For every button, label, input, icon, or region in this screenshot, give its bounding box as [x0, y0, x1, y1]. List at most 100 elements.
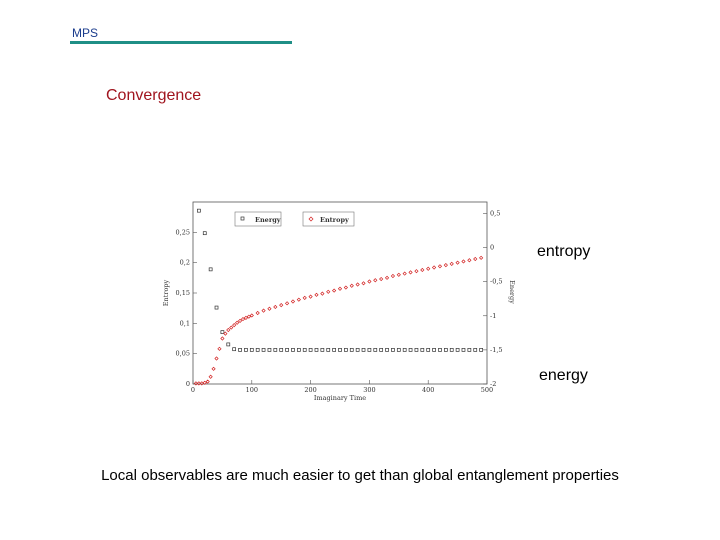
entropy-point: [302, 295, 307, 300]
energy-point: [226, 342, 231, 347]
entropy-point: [361, 281, 366, 286]
entropy-point: [284, 301, 290, 306]
energy-point: [432, 348, 436, 352]
entropy-point: [202, 380, 207, 385]
energy-point: [261, 348, 266, 352]
energy-point: [208, 267, 213, 272]
entropy-point: [390, 273, 396, 279]
energy-point: [197, 208, 201, 213]
entropy-point: [237, 318, 243, 324]
entropy-point: [199, 381, 204, 386]
entropy-point: [217, 346, 222, 351]
y2-axis-title: Energy: [508, 280, 516, 304]
energy-point: [285, 348, 289, 352]
entropy-point: [290, 299, 296, 304]
entropy-point: [373, 278, 378, 283]
energy-point: [202, 231, 207, 236]
y-tick-label: 0,05: [176, 350, 190, 358]
entropy-point: [235, 320, 240, 325]
energy-point: [232, 347, 237, 352]
energy-point: [408, 348, 413, 352]
energy-point: [420, 348, 425, 352]
y-axis-title: Entropy: [162, 279, 170, 306]
energy-point: [373, 348, 378, 352]
energy-point: [320, 348, 325, 352]
entropy-point: [402, 271, 407, 276]
entropy-point: [420, 267, 425, 273]
y2-tick-label: -1,5: [490, 346, 503, 354]
energy-point: [473, 348, 478, 352]
entropy-point: [384, 275, 390, 280]
entropy-point: [246, 314, 251, 319]
energy-point: [238, 348, 242, 352]
entropy-point: [431, 265, 437, 270]
entropy-point: [349, 283, 354, 288]
x-axis-title: Imaginary Time: [314, 394, 366, 402]
y-tick-label: 0,1: [180, 319, 190, 327]
energy-point: [338, 348, 342, 352]
entropy-point: [443, 262, 448, 268]
section-header: MPS: [72, 26, 99, 40]
energy-point: [302, 348, 307, 352]
energy-point: [273, 348, 278, 352]
x-tick-label: 0: [191, 386, 195, 394]
legend-entropy-label: Entropy: [320, 216, 349, 224]
entropy-point: [449, 261, 454, 266]
energy-point: [279, 348, 284, 352]
energy-point: [443, 348, 448, 352]
entropy-point: [273, 304, 278, 310]
entropy-point: [279, 303, 284, 308]
energy-point: [355, 348, 360, 352]
y-tick-label: 0,2: [180, 259, 190, 267]
energy-point: [214, 305, 219, 310]
entropy-point: [249, 313, 254, 318]
entropy-point: [229, 325, 234, 330]
y2-tick-label: -1: [490, 312, 496, 320]
entropy-point: [426, 266, 431, 271]
legend-energy-label: Energy: [255, 216, 281, 224]
entropy-point: [461, 259, 466, 264]
entropy-point: [473, 256, 478, 262]
x-tick-label: 100: [246, 386, 258, 394]
y2-tick-label: -0,5: [490, 278, 503, 286]
energy-point: [344, 348, 348, 352]
y2-tick-label: -2: [490, 380, 496, 388]
legend-box-entropy: [302, 211, 355, 227]
energy-point: [461, 348, 466, 352]
entropy-point: [396, 272, 401, 277]
entropy-point: [211, 366, 216, 371]
y2-tick-label: 0,5: [490, 209, 500, 217]
footer-note: Local observables are much easier to get…: [101, 467, 619, 484]
y-tick-label: 0,25: [176, 228, 190, 236]
entropy-point: [208, 374, 213, 379]
entropy-point: [240, 316, 246, 322]
energy-point: [426, 348, 431, 352]
y-tick-label: 0: [186, 380, 190, 388]
legend-box-energy: [234, 211, 282, 227]
entropy-point: [232, 323, 237, 328]
legend-energy-marker: [240, 216, 245, 221]
energy-point: [220, 330, 225, 334]
energy-point: [391, 348, 395, 352]
entropy-point: [226, 327, 231, 333]
entropy-point: [196, 381, 201, 386]
energy-point: [479, 348, 483, 352]
entropy-point: [414, 269, 419, 274]
energy-point: [332, 348, 336, 352]
energy-point: [361, 348, 366, 352]
entropy-point: [193, 381, 199, 386]
x-tick-label: 500: [481, 386, 493, 394]
entropy-point: [408, 270, 413, 275]
entropy-point: [332, 288, 337, 293]
energy-annotation: energy: [539, 367, 588, 384]
entropy-point: [220, 336, 225, 341]
entropy-point: [223, 331, 228, 336]
energy-point: [267, 348, 272, 352]
entropy-point: [308, 294, 313, 299]
energy-point: [402, 348, 407, 352]
entropy-annotation: entropy: [537, 243, 591, 260]
entropy-point: [437, 264, 443, 269]
entropy-point: [337, 286, 343, 291]
entropy-point: [261, 308, 266, 313]
